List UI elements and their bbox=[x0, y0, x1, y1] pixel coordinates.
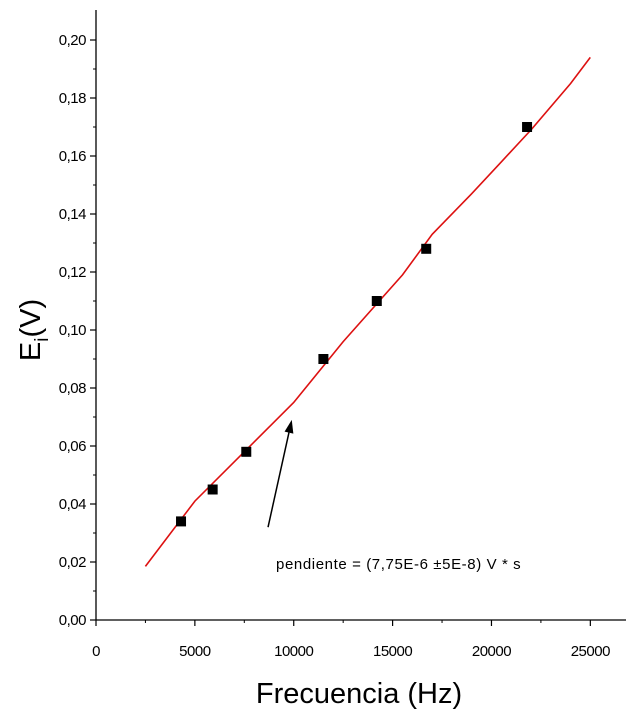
annotation-arrow bbox=[267, 432, 290, 528]
x-tick-label: 5000 bbox=[179, 643, 211, 660]
y-tick-label: 0,20 bbox=[59, 32, 86, 49]
data-point bbox=[207, 484, 218, 495]
y-tick-label: 0,08 bbox=[59, 380, 86, 397]
fit-line bbox=[144, 56, 591, 567]
y-tick-label: 0,00 bbox=[59, 612, 86, 629]
x-axis-title: Frecuencia (Hz) bbox=[256, 678, 462, 710]
plot-frame bbox=[95, 10, 626, 621]
x-tick-label: 10000 bbox=[274, 643, 313, 660]
points-group bbox=[176, 122, 533, 527]
x-tick-label: 20000 bbox=[472, 643, 511, 660]
annotation-arrow-head bbox=[284, 419, 294, 434]
data-point bbox=[371, 296, 382, 306]
y-axis-title-sub: i bbox=[32, 338, 53, 342]
svg-text:Ei(V): Ei(V) bbox=[15, 299, 53, 361]
y-tick-label: 0,14 bbox=[59, 206, 86, 223]
data-point bbox=[421, 243, 432, 254]
fit-line-group bbox=[144, 56, 591, 567]
data-point bbox=[241, 446, 252, 457]
y-tick-label: 0,10 bbox=[59, 322, 86, 339]
y-tick-label: 0,06 bbox=[59, 438, 86, 455]
y-tick-label: 0,16 bbox=[59, 148, 86, 165]
data-point bbox=[176, 516, 187, 527]
y-ticks: 0,00 0,02 0,04 0,06 0,08 0,10 0,12 0,14 0,16 0,18… bbox=[59, 32, 96, 629]
x-ticks: 0 5000 10000 15000 20000 25000 bbox=[92, 620, 611, 660]
y-axis-title-rest: (V) bbox=[15, 299, 47, 338]
y-tick-label: 0,02 bbox=[59, 554, 86, 571]
annotation-group: pendiente = (7,75E-6 ±5E-8) V * s bbox=[267, 419, 521, 573]
x-tick-label: 25000 bbox=[571, 643, 610, 660]
x-tick-label: 0 bbox=[92, 643, 100, 660]
x-tick-label: 15000 bbox=[373, 643, 412, 660]
data-point bbox=[522, 122, 533, 132]
y-tick-label: 0,04 bbox=[59, 496, 86, 513]
y-axis-title: Ei(V) bbox=[15, 299, 53, 361]
y-tick-label: 0,12 bbox=[59, 264, 86, 281]
data-point bbox=[318, 354, 329, 364]
annotation-text: pendiente = (7,75E-6 ±5E-8) V * s bbox=[276, 556, 521, 573]
y-axis-title-main: E bbox=[15, 342, 47, 361]
y-tick-label: 0,18 bbox=[59, 90, 86, 107]
